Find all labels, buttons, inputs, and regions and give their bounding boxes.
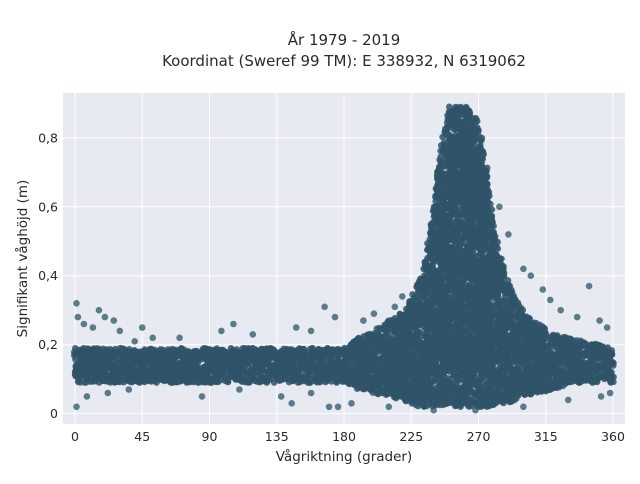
chart-container: 0459013518022527031536000,20,40,60,8 År … <box>0 0 640 480</box>
scatter-chart: 0459013518022527031536000,20,40,60,8 År … <box>0 0 640 480</box>
